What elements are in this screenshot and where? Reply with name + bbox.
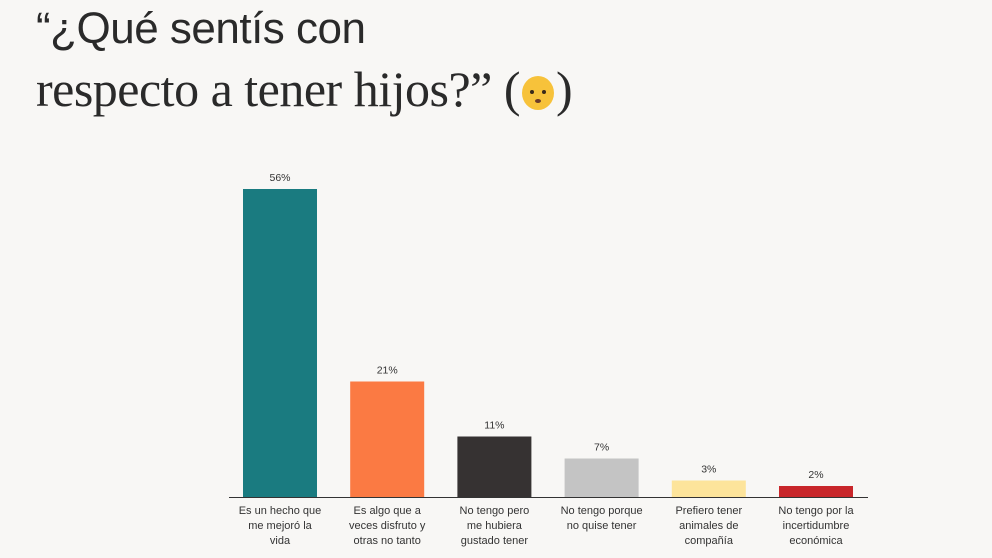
data-label: 7%: [594, 442, 609, 454]
bar: [350, 381, 425, 497]
paren-close: ): [555, 61, 573, 117]
category-label: otras no tanto: [354, 535, 421, 547]
bar: [564, 458, 639, 497]
category-label: económica: [789, 535, 843, 547]
chart-title-line1: “¿Qué sentís con: [36, 4, 366, 53]
category-label: Es algo que a: [354, 505, 422, 517]
category-label: Prefiero tener: [675, 505, 742, 517]
data-label: 2%: [808, 469, 823, 481]
bar: [457, 436, 532, 497]
data-label: 56%: [269, 172, 290, 184]
category-label: compañía: [685, 535, 734, 547]
category-label: gustado tener: [461, 535, 529, 547]
title-text: respecto a tener hijos?”: [36, 61, 492, 117]
category-label: me mejoró la: [248, 520, 312, 532]
data-label: 21%: [377, 365, 398, 377]
data-label: 3%: [701, 464, 716, 476]
category-label: incertidumbre: [783, 520, 850, 532]
category-label: vida: [270, 535, 291, 547]
category-label: No tengo por la: [778, 505, 854, 517]
paren-open: (: [503, 61, 521, 117]
category-label: veces disfruto y: [349, 520, 426, 532]
category-label: me hubiera: [467, 520, 523, 532]
category-label: No tengo porque: [561, 505, 643, 517]
bar: [671, 480, 746, 497]
bar: [779, 486, 853, 497]
baby-face-icon: [521, 76, 554, 110]
category-label: no quise tener: [567, 520, 637, 532]
data-label: 11%: [484, 420, 504, 432]
bar: [243, 189, 317, 497]
category-label: animales de: [679, 520, 738, 532]
chart-title-line2: respecto a tener hijos?” (): [36, 60, 573, 118]
category-label: No tengo pero: [460, 505, 530, 517]
category-label: Es un hecho que: [239, 505, 322, 517]
